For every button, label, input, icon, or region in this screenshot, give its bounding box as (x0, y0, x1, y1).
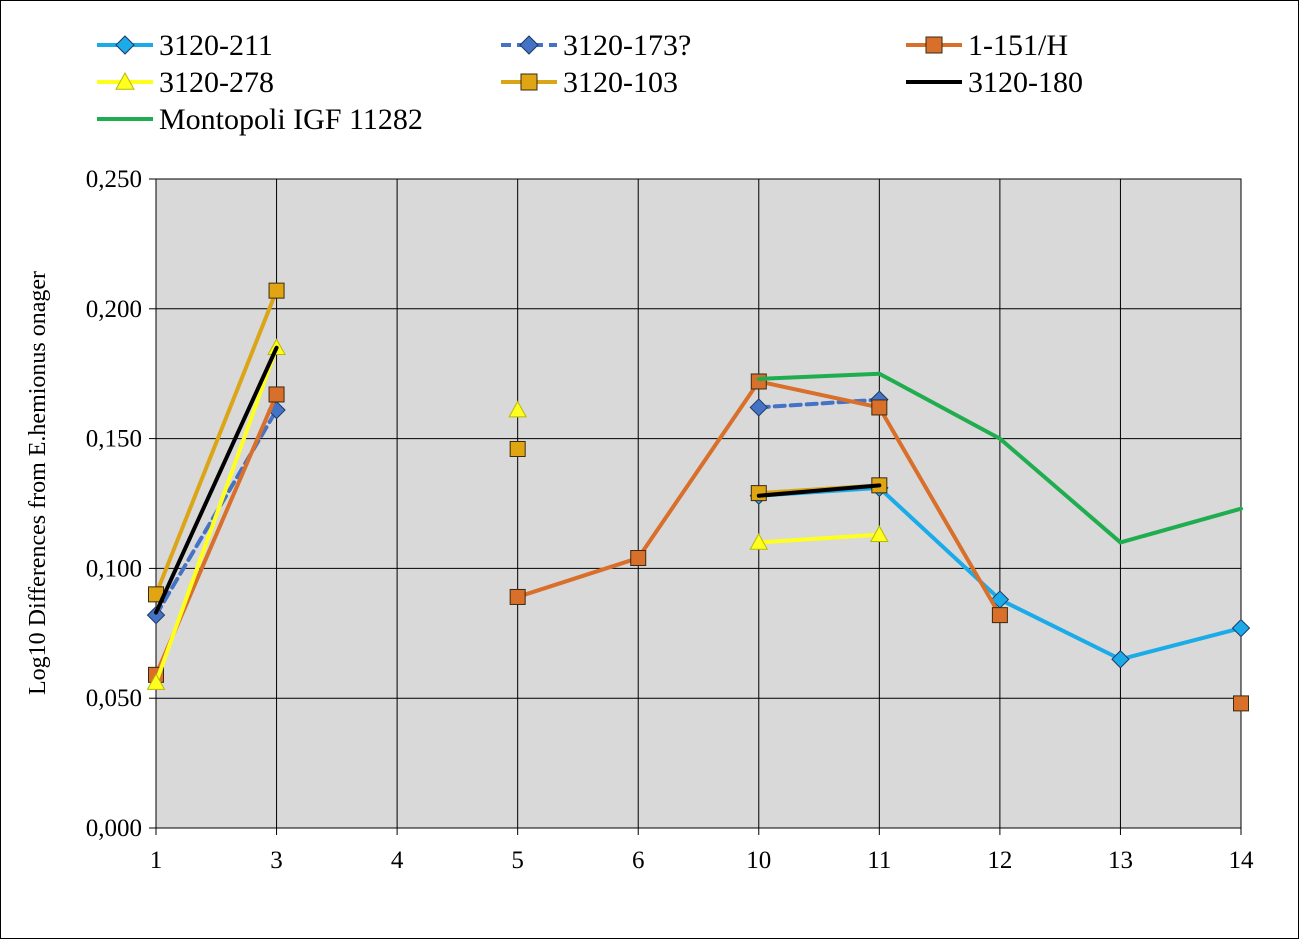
series-line-segment (1118, 506, 1243, 545)
legend-entry: 1-151/H (906, 29, 1068, 62)
legend-entry: 3120-180 (906, 66, 1083, 99)
x-tick-label: 6 (632, 847, 645, 874)
legend-label: 3120-211 (159, 29, 273, 62)
x-tick-label: 12 (987, 847, 1012, 874)
data-point (268, 386, 285, 403)
legend-entry: Montopoli IGF 11282 (97, 103, 423, 136)
x-tick-label: 11 (867, 847, 891, 874)
data-point (509, 440, 526, 457)
data-point (508, 400, 528, 418)
data-point (519, 35, 539, 55)
legend-label: 3120-103 (563, 66, 678, 99)
series-line-segment (515, 556, 641, 599)
legend-label: 3120-173? (563, 29, 691, 62)
series-line-segment (756, 483, 882, 498)
y-axis-title: Log10 Differences from E.hemionus onager (25, 271, 51, 695)
x-tick-label: 13 (1108, 847, 1133, 874)
series-line-segment (877, 405, 1002, 618)
plot-area (146, 178, 1251, 829)
data-point (146, 673, 166, 690)
data-point (991, 607, 1008, 624)
data-point (1111, 650, 1130, 669)
series-line-segment (877, 371, 1002, 441)
legend-entry: 3120-278 (97, 66, 274, 99)
data-point (1231, 618, 1251, 638)
data-point (871, 399, 888, 416)
x-tick-label: 5 (511, 847, 524, 874)
series-2 (148, 373, 1249, 712)
x-tick-label: 1 (150, 847, 163, 874)
legend-entry: 3120-211 (97, 29, 273, 62)
series-line-segment (997, 436, 1123, 545)
x-tick-label: 14 (1229, 847, 1255, 874)
series-line-segment (154, 345, 279, 615)
data-point (630, 550, 647, 567)
x-tick-label: 3 (270, 847, 283, 874)
data-point (750, 485, 767, 502)
data-point (1233, 695, 1249, 712)
data-point (115, 71, 135, 90)
y-tick-label: 0,250 (86, 166, 142, 193)
x-tick-label: 4 (391, 847, 404, 874)
series-6 (756, 371, 1243, 545)
legend-entry: 3120-103 (501, 66, 678, 99)
data-point (509, 588, 526, 605)
series-line-segment (154, 288, 279, 597)
data-point (749, 398, 768, 417)
data-point (146, 605, 166, 625)
y-tick-label: 0,200 (86, 296, 142, 323)
x-tick-label: 10 (746, 847, 771, 874)
y-tick-label: 0,050 (86, 685, 142, 712)
series-5 (154, 345, 882, 615)
legend-label: 1-151/H (968, 29, 1068, 62)
series-line-segment (1118, 626, 1243, 662)
data-point (268, 282, 285, 299)
series-line-segment (997, 597, 1123, 662)
data-point (925, 36, 943, 54)
legend-entry: 3120-173? (501, 29, 691, 62)
legend-label: 3120-180 (968, 66, 1083, 99)
series-line-segment (756, 397, 882, 410)
data-point (115, 35, 135, 55)
y-tick-label: 0,100 (86, 555, 142, 582)
chart-legend: 3120-211 3120-173? 1-151/H 3120-278 3120-103… (97, 29, 1083, 136)
data-point (520, 73, 538, 91)
y-tick-label: 0,000 (86, 815, 142, 842)
series-line-segment (756, 379, 882, 410)
legend-label: Montopoli IGF 11282 (159, 103, 423, 136)
series-line-segment (154, 345, 279, 685)
data-point (750, 373, 767, 390)
legend-label: 3120-278 (159, 66, 274, 99)
series-line-segment (636, 379, 761, 561)
data-point (749, 532, 769, 550)
y-tick-label: 0,150 (86, 426, 142, 453)
data-point (869, 525, 889, 542)
series-line-segment (756, 532, 882, 545)
series-3 (146, 338, 889, 690)
series-line-segment (756, 371, 882, 381)
